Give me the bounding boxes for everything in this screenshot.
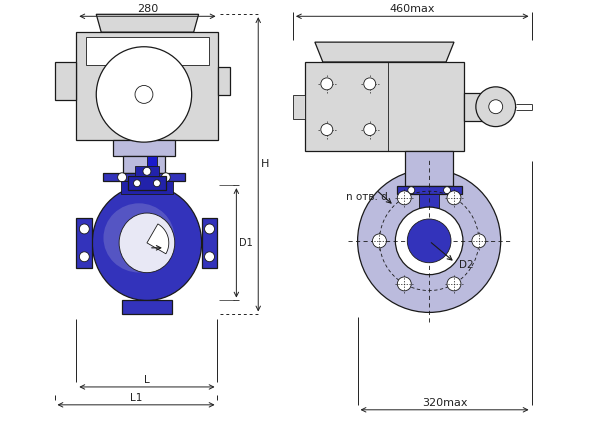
Circle shape: [372, 234, 387, 248]
Circle shape: [397, 277, 411, 291]
Bar: [103, 173, 185, 181]
Circle shape: [134, 180, 141, 187]
Circle shape: [408, 187, 415, 194]
Bar: [76, 218, 92, 268]
Bar: [305, 62, 464, 151]
Circle shape: [79, 224, 89, 234]
Circle shape: [118, 173, 126, 182]
Circle shape: [358, 169, 501, 312]
Circle shape: [447, 191, 461, 205]
Circle shape: [79, 252, 89, 262]
Circle shape: [204, 224, 215, 234]
Bar: [464, 93, 496, 121]
Bar: [123, 157, 165, 173]
Circle shape: [395, 207, 463, 275]
Bar: [54, 62, 76, 100]
Bar: [419, 194, 439, 208]
Circle shape: [154, 180, 160, 187]
Circle shape: [96, 47, 191, 142]
Text: D1: D1: [239, 238, 253, 248]
Bar: [147, 157, 157, 176]
Text: D2: D2: [459, 260, 473, 269]
Text: L1: L1: [130, 393, 142, 403]
Polygon shape: [315, 42, 454, 62]
Ellipse shape: [103, 203, 174, 273]
Bar: [121, 181, 173, 194]
Bar: [293, 95, 305, 119]
Text: n отв. d: n отв. d: [346, 191, 388, 202]
Polygon shape: [147, 224, 169, 254]
Bar: [219, 67, 230, 95]
Circle shape: [321, 123, 333, 135]
Circle shape: [489, 100, 503, 114]
Text: L: L: [144, 375, 150, 385]
Bar: [397, 186, 462, 194]
Circle shape: [397, 191, 411, 205]
Text: 320max: 320max: [422, 398, 467, 408]
Circle shape: [135, 86, 153, 103]
Circle shape: [407, 219, 451, 263]
Circle shape: [476, 87, 515, 127]
Circle shape: [321, 78, 333, 90]
Circle shape: [364, 78, 376, 90]
Bar: [128, 176, 166, 190]
Ellipse shape: [119, 213, 175, 273]
Bar: [86, 37, 209, 65]
Circle shape: [447, 277, 461, 291]
Bar: [122, 300, 172, 314]
Bar: [135, 166, 159, 176]
Ellipse shape: [92, 185, 202, 300]
Polygon shape: [96, 14, 199, 32]
Circle shape: [364, 123, 376, 135]
Bar: [76, 32, 219, 139]
Bar: [405, 151, 453, 186]
Circle shape: [204, 252, 215, 262]
Circle shape: [143, 167, 151, 175]
Circle shape: [161, 173, 170, 182]
Circle shape: [472, 234, 486, 248]
Circle shape: [444, 187, 450, 194]
Text: 280: 280: [137, 4, 158, 14]
Bar: [113, 139, 175, 157]
Bar: [202, 218, 217, 268]
Text: H: H: [261, 159, 269, 169]
Text: 460max: 460max: [389, 4, 435, 14]
